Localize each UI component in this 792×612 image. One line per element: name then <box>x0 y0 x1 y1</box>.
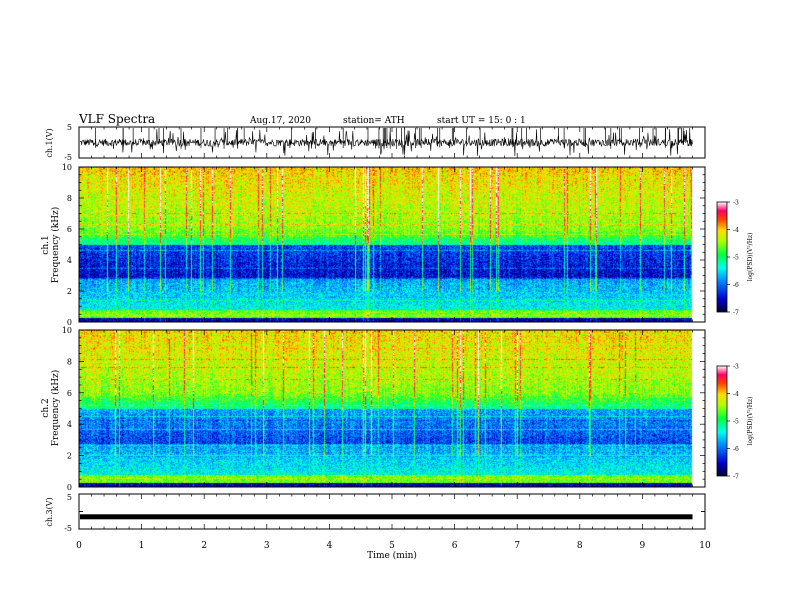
time-tick-label: 1 <box>139 541 145 551</box>
ch1-spectrogram-image <box>79 167 705 322</box>
ch3-ytick-top: 5 <box>67 493 72 502</box>
colorbar-tick-label: -6 <box>733 282 739 289</box>
ch3-waveform-ylabel: ch.3(V) <box>45 497 54 526</box>
colorbar-tick-label: -7 <box>733 310 739 317</box>
freq-tick-label: 6 <box>67 225 72 234</box>
colorbar-tick-label: -5 <box>733 255 739 262</box>
time-tick-label: 2 <box>201 541 207 551</box>
time-tick-label: 7 <box>514 541 520 551</box>
figure-title: VLF Spectra <box>78 112 155 126</box>
freq-tick-label: 8 <box>67 357 72 366</box>
ch2-spectrogram-image <box>79 330 705 487</box>
station-label: station= ATH <box>343 116 405 126</box>
ch1-waveform-panel: 5 -5 ch.1(V) <box>45 123 706 162</box>
freq-tick-label: 8 <box>67 194 72 203</box>
colorbar-tick-label: -5 <box>733 419 739 426</box>
ch1-spectrogram-ylabel-channel: ch.1 <box>41 235 51 254</box>
ch2-spectrogram-ylabel-frequency: Frequency (kHz) <box>50 370 61 447</box>
time-tick-labels: 0 1 2 3 4 5 6 7 8 9 10 <box>76 541 711 551</box>
freq-tick-label: 2 <box>67 287 72 296</box>
ch1-freq-tick-labels: 0 2 4 6 8 10 <box>62 163 72 327</box>
ch1-spectrogram-ticks <box>78 166 706 323</box>
ch2-spectrogram-ylabel-channel: ch.2 <box>41 398 51 417</box>
ch1-colorbar-ticks: -3 -4 -5 -6 -7 <box>727 200 739 317</box>
time-tick-label: 8 <box>577 541 583 551</box>
time-tick-label: 9 <box>640 541 646 551</box>
colorbar-tick-label: -4 <box>733 227 739 234</box>
ch1-spectrogram-ylabel-frequency: Frequency (kHz) <box>50 207 61 284</box>
ch2-spectrogram-ticks <box>78 329 706 488</box>
time-axis-label: Time (min) <box>367 550 417 561</box>
freq-tick-label: 4 <box>67 256 72 265</box>
ch1-waveform-line <box>79 129 693 157</box>
ch3-waveform-panel: 5 -5 ch.3(V) <box>45 493 706 533</box>
freq-tick-label: 4 <box>67 420 72 429</box>
time-tick-label: 0 <box>76 541 82 551</box>
ch2-colorbar: -3 -4 -5 -6 -7 log(PSD)(V²/Hz) <box>716 364 754 481</box>
colorbar-tick-label: -7 <box>733 474 739 481</box>
date-label: Aug.17, 2020 <box>249 116 311 126</box>
time-tick-label: 6 <box>452 541 458 551</box>
colorbar-tick-label: -3 <box>733 200 739 207</box>
colorbar-tick-label: -6 <box>733 446 739 453</box>
ch1-colorbar-gradient <box>716 201 728 313</box>
time-tick-label: 5 <box>389 541 395 551</box>
ch3-waveform-trace <box>80 514 693 520</box>
freq-tick-label: 0 <box>67 318 72 327</box>
ch1-ytick-bottom: -5 <box>64 153 72 162</box>
time-tick-label: 4 <box>327 541 333 551</box>
colorbar-tick-label: -3 <box>733 364 739 371</box>
ch1-ytick-top: 5 <box>67 123 72 132</box>
start-time-label: start UT = 15: 0 : 1 <box>437 116 526 126</box>
ch1-colorbar: -3 -4 -5 -6 -7 log(PSD)(V²/Hz) <box>716 200 754 317</box>
ch3-waveform-ticks <box>78 493 706 530</box>
time-tick-label: 3 <box>264 541 270 551</box>
ch1-spectrogram-panel: 0 2 4 6 8 10 ch.1 Frequency (kHz) <box>41 163 706 327</box>
ch2-colorbar-label: log(PSD)(V²/Hz) <box>747 397 754 446</box>
freq-tick-label: 0 <box>67 483 72 492</box>
freq-tick-label: 2 <box>67 452 72 461</box>
time-tick-label: 10 <box>699 541 711 551</box>
ch1-colorbar-label: log(PSD)(V²/Hz) <box>747 233 754 282</box>
ch3-ytick-bottom: -5 <box>64 524 72 533</box>
freq-tick-label: 6 <box>67 389 72 398</box>
ch2-freq-tick-labels: 0 2 4 6 8 10 <box>62 326 72 492</box>
ch2-colorbar-ticks: -3 -4 -5 -6 -7 <box>727 364 739 481</box>
ch2-spectrogram-panel: 0 2 4 6 8 10 ch.2 Frequency (kHz) <box>41 326 706 492</box>
colorbar-tick-label: -4 <box>733 391 739 398</box>
freq-tick-label: 10 <box>62 326 72 335</box>
freq-tick-label: 10 <box>62 163 72 172</box>
ch1-waveform-trace <box>79 128 693 157</box>
ch2-colorbar-gradient <box>716 365 728 477</box>
ch1-waveform-ylabel: ch.1(V) <box>45 128 54 157</box>
ch3-waveform-frame <box>78 493 706 530</box>
ch1-waveform-ticks <box>78 127 706 158</box>
